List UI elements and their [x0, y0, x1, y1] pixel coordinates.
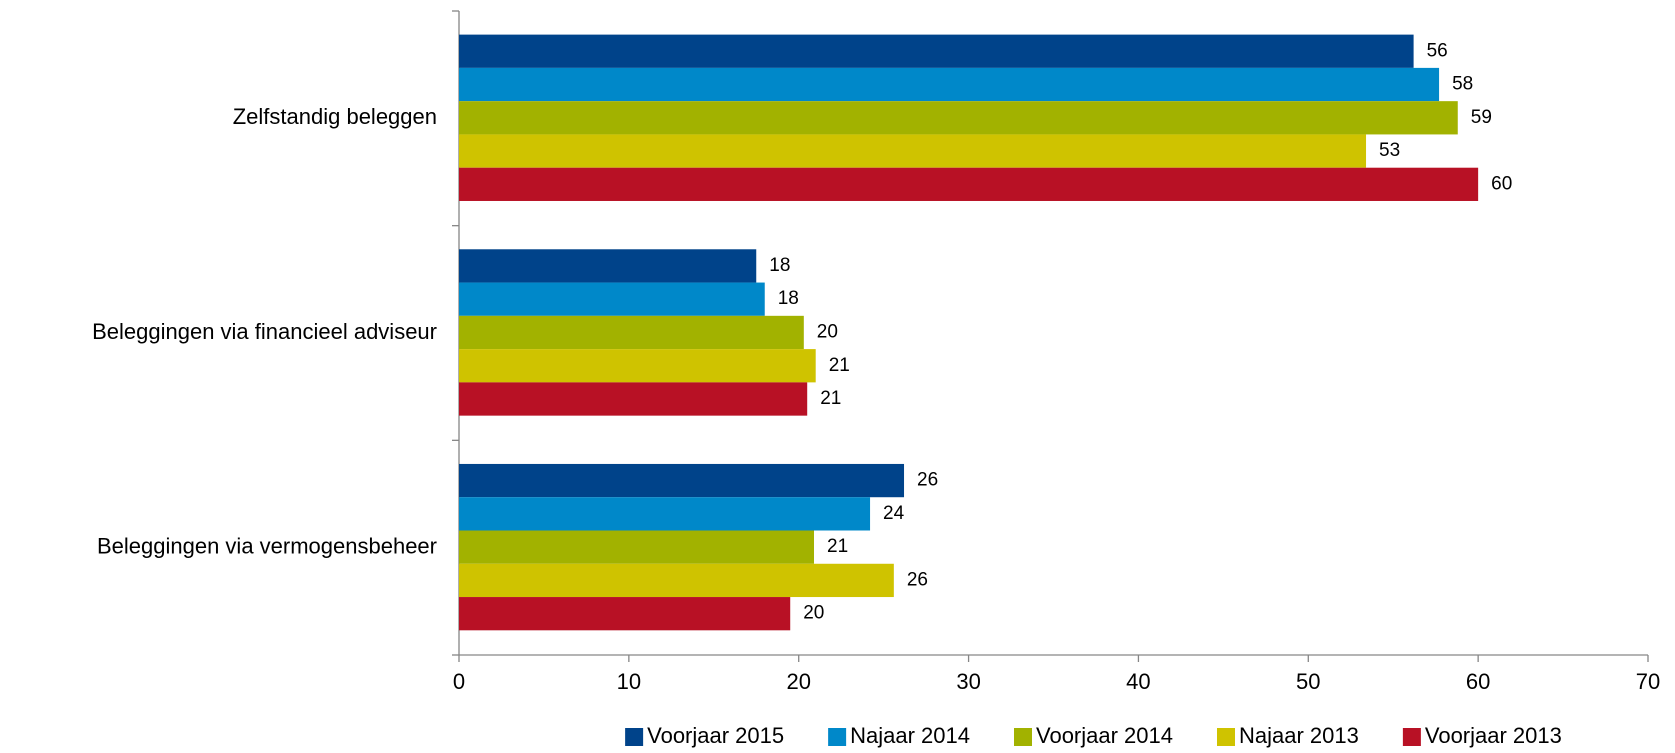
y-tick-label: Beleggingen via financieel adviseur	[92, 319, 437, 344]
x-tick-label: 70	[1636, 669, 1660, 694]
bar	[459, 563, 894, 598]
x-tick-label: 10	[617, 669, 641, 694]
bar	[459, 463, 905, 498]
data-label: 60	[1491, 173, 1512, 194]
x-tick-label: 20	[786, 669, 810, 694]
data-label: 20	[803, 603, 824, 624]
x-tick-label: 0	[453, 669, 465, 694]
bar	[459, 101, 1458, 135]
bar	[459, 134, 1367, 168]
x-tick-label: 40	[1126, 669, 1150, 694]
data-label: 21	[829, 355, 850, 376]
bar	[459, 497, 871, 531]
data-label: 18	[778, 288, 799, 309]
data-label: 26	[907, 569, 928, 590]
bar	[459, 530, 815, 564]
data-label: 56	[1427, 40, 1448, 61]
legend-swatch	[1402, 728, 1421, 746]
data-label: 21	[820, 388, 841, 409]
y-tick-label: Zelfstandig beleggen	[233, 104, 437, 129]
data-label: 53	[1379, 140, 1400, 161]
bar	[459, 315, 804, 350]
legend-swatch	[1217, 728, 1235, 746]
x-tick-label: 30	[956, 669, 980, 694]
x-tick-label: 60	[1466, 669, 1490, 694]
bar	[459, 67, 1440, 102]
bar	[459, 167, 1479, 201]
bar	[459, 282, 765, 316]
legend-swatch	[625, 728, 644, 746]
data-label: 18	[769, 255, 790, 276]
bar	[459, 34, 1414, 68]
legend-swatch	[828, 728, 847, 746]
data-label: 21	[827, 536, 848, 557]
legend-label: Najaar 2013	[1239, 723, 1359, 748]
legend-label: Najaar 2014	[850, 723, 970, 748]
x-tick-label: 50	[1296, 669, 1320, 694]
bar	[459, 249, 757, 283]
legend-label: Voorjaar 2013	[1425, 723, 1562, 748]
legend-swatch	[1014, 728, 1032, 746]
data-label: 59	[1471, 107, 1492, 128]
data-label: 24	[883, 503, 905, 524]
bar	[459, 597, 791, 631]
legend-label: Voorjaar 2014	[1036, 723, 1173, 748]
data-label: 58	[1452, 74, 1473, 95]
data-label: 20	[817, 321, 838, 342]
bar	[459, 382, 808, 416]
data-label: 26	[917, 470, 938, 491]
legend-label: Voorjaar 2015	[647, 723, 784, 748]
bar	[459, 349, 816, 383]
y-tick-label: Beleggingen via vermogensbeheer	[97, 533, 437, 558]
